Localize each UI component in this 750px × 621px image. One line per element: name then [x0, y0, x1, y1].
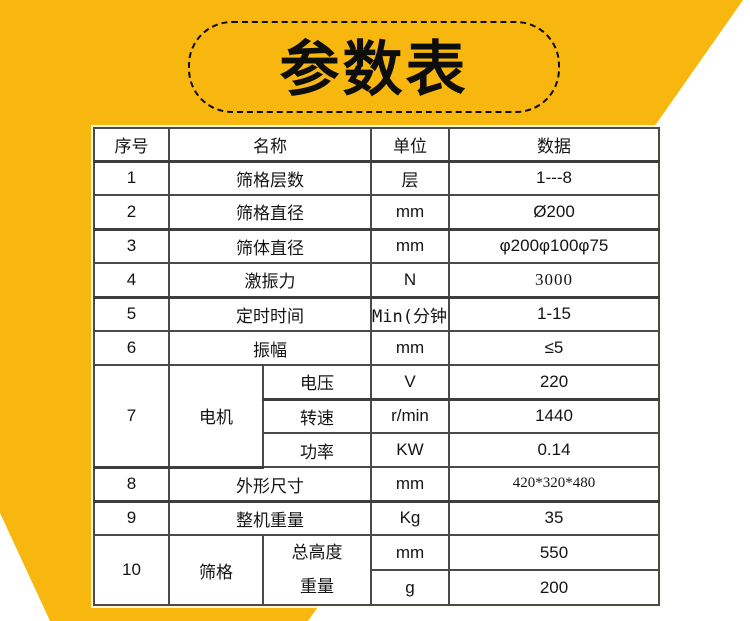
cell-no: 6 [93, 330, 170, 366]
table-row-1: 1 筛格层数 层 1---8 [93, 160, 660, 196]
header-name: 名称 [168, 127, 372, 163]
cell-subname: 重量 [300, 577, 334, 596]
spec-table: 序号 名称 单位 数据 1 筛格层数 层 1---8 2 筛格直径 mm Ø20… [93, 127, 660, 606]
cell-value: 1-15 [448, 296, 660, 332]
cell-value: 220 [448, 364, 660, 401]
cell-no: 4 [93, 262, 170, 299]
cell-subnames: 总高度 重量 [262, 534, 372, 606]
cell-value: 420*320*480 [448, 466, 660, 503]
header-data: 数据 [448, 127, 660, 163]
cell-value: 550 [448, 534, 660, 571]
cell-unit: mm [370, 194, 450, 231]
cell-name: 外形尺寸 [168, 466, 372, 503]
cell-unit: Kg [370, 500, 450, 536]
cell-name: 激振力 [168, 262, 372, 299]
cell-no: 1 [93, 160, 170, 196]
cell-value: 35 [448, 500, 660, 536]
cell-name: 筛体直径 [168, 228, 372, 264]
cell-subname: 转速 [262, 398, 372, 434]
cell-unit: Min(分钟) [370, 296, 450, 332]
title-box: 参数表 [188, 21, 560, 113]
cell-subname: 功率 [262, 432, 372, 468]
cell-unit: mm [370, 228, 450, 264]
cell-name: 筛格直径 [168, 194, 372, 231]
table-row-3: 3 筛体直径 mm φ200φ100φ75 [93, 228, 660, 264]
cell-subname: 电压 [262, 364, 372, 401]
cell-no: 5 [93, 296, 170, 332]
cell-name: 筛格层数 [168, 160, 372, 196]
cell-value: 3000 [448, 262, 660, 299]
table-row-2: 2 筛格直径 mm Ø200 [93, 194, 660, 231]
cell-value: ≤5 [448, 330, 660, 366]
cell-value: 200 [448, 569, 660, 606]
cell-no: 3 [93, 228, 170, 264]
table-row-4: 4 激振力 N 3000 [93, 262, 660, 299]
cell-unit: 层 [370, 160, 450, 196]
cell-name: 整机重量 [168, 500, 372, 536]
cell-unit: mm [370, 466, 450, 503]
cell-no: 10 [93, 534, 170, 606]
cell-value: 1440 [448, 398, 660, 434]
cell-value: 1---8 [448, 160, 660, 196]
table-row-10-weight: g 200 [94, 569, 660, 606]
table-row-7-voltage: 7 电机 电压 V 220 [93, 364, 660, 469]
cell-unit: V [370, 364, 450, 401]
table-header-row: 序号 名称 单位 数据 [93, 127, 660, 163]
cell-value: φ200φ100φ75 [448, 228, 660, 264]
cell-unit: mm [370, 330, 450, 366]
cell-value: Ø200 [448, 194, 660, 231]
cell-unit: mm [370, 534, 450, 571]
cell-subname: 总高度 [291, 543, 343, 562]
table-row-10-height: 10 筛格 总高度 重量 mm 550 [93, 534, 660, 606]
cell-no: 2 [93, 194, 170, 231]
header-unit: 单位 [370, 127, 450, 163]
cell-unit: KW [370, 432, 450, 468]
cell-no: 7 [93, 364, 170, 469]
table-row-9: 9 整机重量 Kg 35 [93, 500, 660, 536]
table-row-6: 6 振幅 mm ≤5 [93, 330, 660, 366]
cell-no: 8 [93, 466, 170, 503]
cell-unit: N [370, 262, 450, 299]
cell-group-motor: 电机 [168, 364, 264, 469]
table-row-5: 5 定时时间 Min(分钟) 1-15 [93, 296, 660, 332]
cell-unit: r/min [370, 398, 450, 434]
table-row-8: 8 外形尺寸 mm 420*320*480 [93, 466, 660, 503]
table-row-7-speed: 转速 r/min 1440 [94, 398, 660, 434]
cell-no: 9 [93, 500, 170, 536]
cell-value: 0.14 [448, 432, 660, 468]
header-index: 序号 [93, 127, 170, 163]
cell-name: 振幅 [168, 330, 372, 366]
table-row-7-power: 功率 KW 0.14 [94, 432, 660, 468]
cell-name: 定时时间 [168, 296, 372, 332]
cell-group-sieve: 筛格 [168, 534, 264, 606]
page-title: 参数表 [279, 36, 469, 103]
cell-unit: g [370, 569, 450, 606]
